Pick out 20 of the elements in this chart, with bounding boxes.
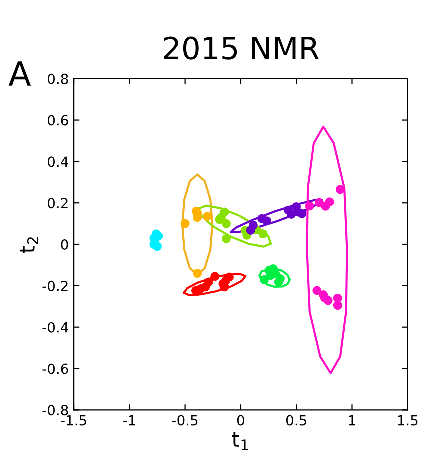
y-tick-label: 0.6 [48, 115, 68, 126]
x-tick-label: 1.5 [398, 415, 418, 426]
y-tick-label: -0.2 [42, 280, 68, 292]
y-tick-label: 0.4 [48, 156, 68, 168]
y-tick-label: 0 [61, 239, 68, 250]
chart-title: 2015 NMR [164, 36, 320, 60]
y-tick-label: -0.8 [42, 405, 68, 416]
x-axis-title: t$_{1}$ [232, 432, 248, 450]
y-tick-label: -0.6 [42, 364, 68, 374]
x-tick-label: 0.5 [286, 415, 306, 426]
y-axis-title: t$_{2}$ [20, 238, 38, 254]
y-tick-label: 0.8 [48, 74, 68, 84]
x-tick-label: 0 [237, 415, 244, 426]
text: A [8, 62, 32, 86]
x-tick-label: -0.5 [172, 415, 198, 426]
y-tick-label: -0.4 [42, 322, 68, 333]
x-tick-label: -1 [123, 415, 136, 426]
x-tick-label: 1 [349, 415, 356, 426]
y-tick-label: 0.2 [48, 198, 68, 209]
x-tick-label: -1.5 [61, 415, 86, 426]
